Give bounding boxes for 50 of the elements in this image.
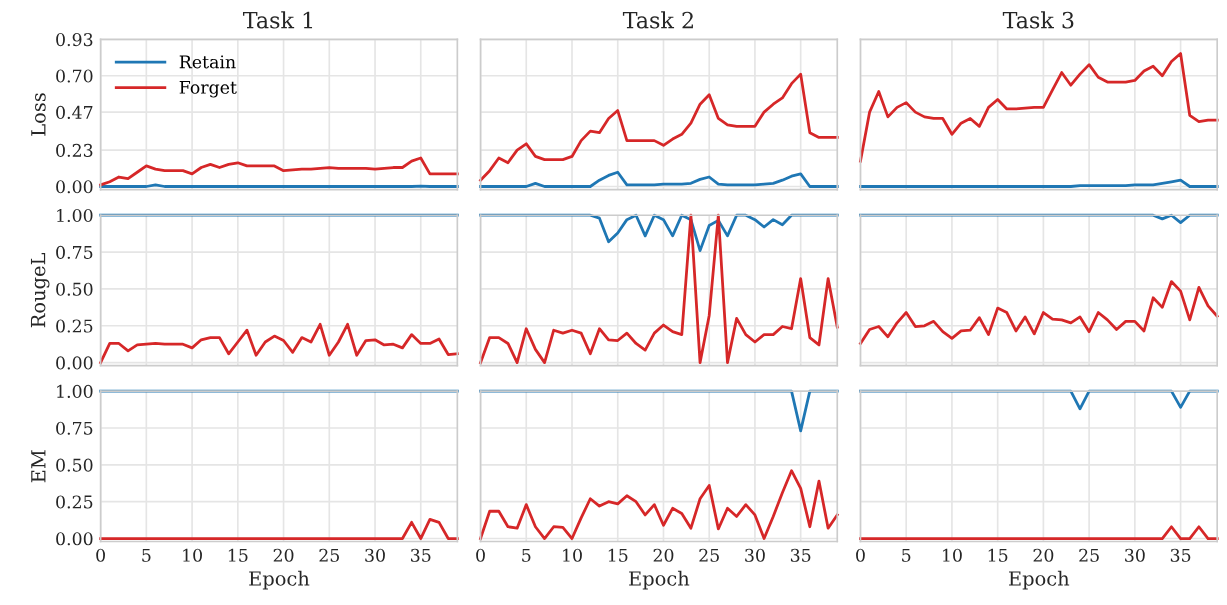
x-tick-label: 25 — [319, 548, 339, 562]
y-tick-label: 0.70 — [56, 69, 93, 83]
y-tick-label: 0.00 — [56, 180, 93, 194]
y-axis-title: Loss — [31, 93, 46, 136]
y-tick-label: 0.00 — [56, 532, 93, 546]
x-tick-label: 15 — [608, 548, 628, 562]
y-tick-label: 0.50 — [56, 282, 93, 296]
y-tick-label: 0.25 — [56, 319, 93, 333]
legend-label: Forget — [179, 80, 237, 98]
y-tick-label: 1.00 — [57, 208, 93, 223]
chart-title: Task 3 — [1002, 11, 1074, 29]
x-tick-label: 5 — [142, 548, 151, 562]
x-tick-label: 0 — [856, 548, 865, 562]
x-tick-label: 35 — [411, 548, 431, 562]
x-tick-label: 10 — [563, 548, 582, 562]
x-tick-label: 25 — [1079, 548, 1099, 562]
x-tick-label: 5 — [522, 548, 531, 562]
x-axis-title: Epoch — [1009, 570, 1070, 590]
y-tick-label: 0.47 — [56, 105, 93, 119]
y-tick-label: 0.93 — [56, 33, 93, 47]
legend-label: Retain — [179, 55, 236, 69]
x-tick-label: 30 — [365, 548, 385, 562]
x-tick-label: 25 — [699, 548, 719, 562]
x-tick-label: 20 — [1033, 548, 1054, 562]
x-tick-label: 5 — [902, 548, 911, 562]
x-tick-label: 0 — [476, 548, 485, 562]
x-tick-label: 0 — [96, 548, 105, 562]
x-tick-label: 30 — [1125, 548, 1145, 562]
y-tick-label: 0.00 — [56, 356, 93, 370]
x-tick-label: 20 — [273, 548, 294, 562]
y-tick-label: 0.75 — [56, 421, 93, 435]
y-tick-label: 0.25 — [56, 495, 93, 509]
y-tick-label: 0.75 — [56, 245, 93, 259]
x-tick-label: 10 — [183, 548, 202, 562]
x-tick-label: 15 — [228, 548, 248, 562]
x-tick-label: 20 — [653, 548, 674, 562]
y-tick-label: 1.00 — [57, 384, 93, 398]
chart-title: Task 2 — [622, 11, 693, 29]
x-tick-label: 15 — [988, 548, 1008, 562]
x-tick-label: 35 — [790, 548, 811, 562]
x-tick-label: 30 — [745, 548, 765, 562]
y-axis-title: RougeL — [30, 253, 50, 328]
y-tick-label: 0.23 — [56, 143, 93, 157]
x-axis-title: Epoch — [249, 570, 310, 590]
y-axis-title: EM — [31, 450, 46, 483]
x-axis-title: Epoch — [629, 570, 690, 590]
x-tick-label: 10 — [942, 548, 962, 562]
x-tick-label: 35 — [1170, 548, 1191, 562]
chart-title: Task 1 — [242, 11, 313, 29]
y-tick-label: 0.50 — [56, 458, 93, 472]
